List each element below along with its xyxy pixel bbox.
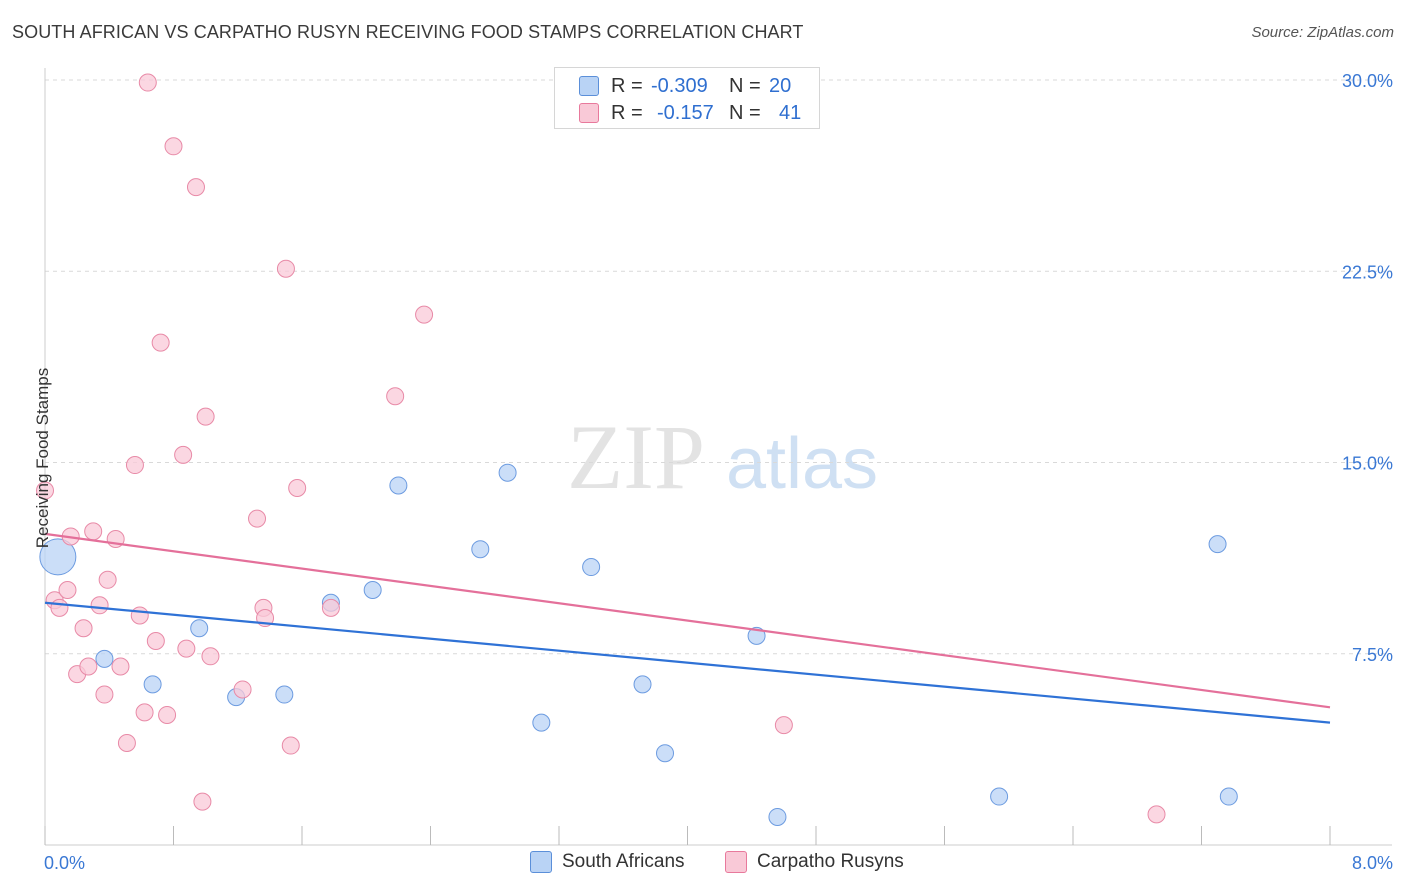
- y-tick-label: 22.5%: [1342, 262, 1393, 282]
- data-point: [193, 792, 212, 811]
- data-point: [498, 463, 517, 482]
- data-point: [1208, 535, 1227, 554]
- data-point: [130, 606, 149, 625]
- data-point: [186, 178, 205, 197]
- data-point: [196, 407, 215, 426]
- data-point: [471, 540, 490, 559]
- r-label: R =: [611, 74, 643, 97]
- data-point: [288, 479, 307, 497]
- data-point: [138, 73, 157, 92]
- data-point: [201, 647, 220, 666]
- legend-item-south-africans[interactable]: South Africans: [530, 851, 685, 873]
- data-point: [50, 598, 69, 617]
- x-tick-label: 8.0%: [1352, 853, 1393, 873]
- watermark-zip: ZIP: [567, 406, 705, 508]
- y-tick-label: 30.0%: [1342, 71, 1393, 91]
- series-legend: South Africans Carpatho Rusyns: [0, 851, 1406, 877]
- r-value: -0.309: [651, 74, 708, 97]
- data-point: [386, 387, 405, 406]
- data-point: [143, 675, 162, 694]
- data-point: [1147, 805, 1166, 824]
- data-point: [117, 734, 136, 752]
- n-label: N =: [729, 101, 761, 124]
- chart-title: SOUTH AFRICAN VS CARPATHO RUSYN RECEIVIN…: [12, 22, 804, 42]
- data-point: [990, 787, 1009, 806]
- y-axis-label-wrap: Receiving Food Stamps: [16, 0, 52, 892]
- data-point: [151, 333, 170, 352]
- data-point: [1219, 787, 1238, 806]
- data-point: [36, 481, 54, 500]
- zipatlas-watermark: ZIP atlas: [567, 406, 878, 508]
- n-value: 20: [769, 74, 792, 97]
- data-point: [146, 632, 165, 650]
- data-point: [532, 713, 551, 732]
- legend-row-carpatho-rusyns: R = -0.157 N = 41: [579, 101, 801, 125]
- data-point: [135, 703, 154, 722]
- legend-swatch-pink: [579, 103, 599, 123]
- legend-swatch-blue: [579, 76, 599, 96]
- legend-label: South Africans: [562, 851, 685, 872]
- data-point: [79, 657, 98, 676]
- data-point: [774, 716, 793, 735]
- trend-line: [44, 601, 1331, 724]
- data-point: [164, 137, 183, 156]
- data-point: [747, 626, 766, 645]
- data-point: [281, 736, 300, 755]
- legend-row-south-africans: R = -0.309 N = 20: [579, 74, 791, 98]
- axes: [44, 68, 1392, 846]
- watermark-atlas: atlas: [726, 424, 878, 504]
- data-point: [582, 558, 601, 577]
- data-point: [177, 639, 196, 658]
- data-point: [74, 619, 93, 638]
- y-tick-label: 7.5%: [1352, 645, 1393, 665]
- correlation-legend: R = -0.309 N = 20 R = -0.157 N = 41: [554, 67, 820, 129]
- grid-lines: [45, 79, 1392, 655]
- data-points: [36, 73, 1238, 826]
- data-point: [98, 570, 117, 589]
- trend-line: [44, 532, 1331, 709]
- data-point: [633, 675, 652, 694]
- data-point: [158, 705, 177, 724]
- y-tick-label: 15.0%: [1342, 454, 1393, 474]
- data-point: [174, 445, 193, 464]
- data-point: [84, 522, 103, 541]
- data-point: [90, 596, 109, 615]
- trend-lines: [44, 532, 1331, 724]
- data-point: [95, 649, 114, 668]
- data-point: [125, 456, 144, 475]
- legend-item-carpatho-rusyns[interactable]: Carpatho Rusyns: [725, 851, 904, 873]
- data-point: [233, 680, 252, 699]
- data-point: [39, 538, 77, 576]
- data-point: [656, 744, 675, 763]
- legend-label: Carpatho Rusyns: [757, 851, 904, 872]
- n-label: N =: [729, 74, 761, 97]
- data-point: [111, 657, 130, 676]
- data-point: [248, 509, 267, 528]
- data-point: [415, 305, 434, 324]
- legend-swatch-pink: [725, 851, 747, 873]
- data-point: [95, 685, 114, 704]
- data-point: [321, 598, 340, 617]
- data-point: [276, 259, 295, 278]
- r-label: R =: [611, 101, 643, 124]
- r-value: -0.157: [657, 101, 714, 124]
- y-axis-label: Receiving Food Stamps: [33, 367, 52, 549]
- data-point: [389, 476, 408, 495]
- data-point: [363, 581, 382, 599]
- source-label: Source: ZipAtlas.com: [1251, 24, 1394, 41]
- n-value: 41: [779, 101, 802, 124]
- legend-swatch-blue: [530, 851, 552, 873]
- data-point: [190, 619, 209, 638]
- x-tick-label: 0.0%: [44, 853, 85, 873]
- tick-labels: 7.5% 15.0% 22.5% 30.0% 0.0% 8.0%: [44, 71, 1393, 873]
- data-point: [768, 807, 787, 826]
- data-point: [58, 581, 77, 599]
- data-point: [275, 685, 294, 704]
